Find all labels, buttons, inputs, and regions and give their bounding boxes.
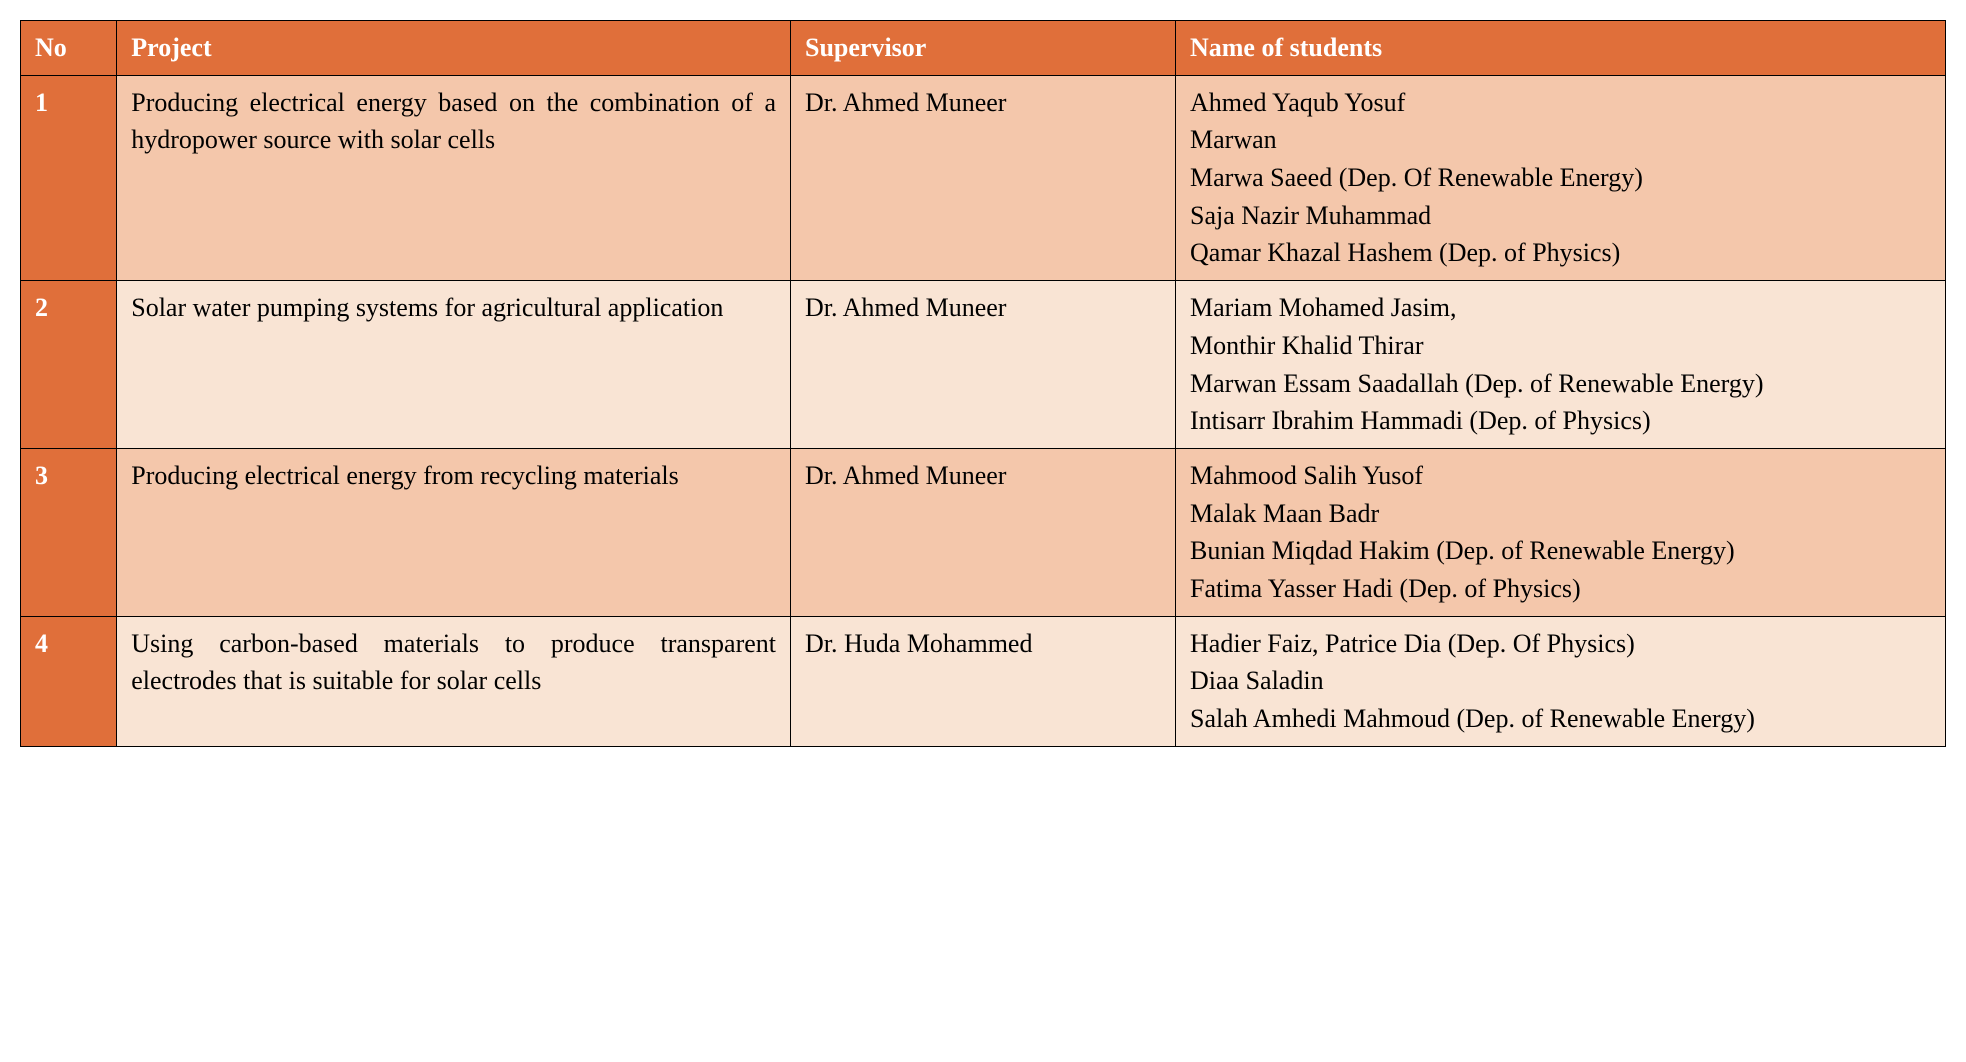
- row-number: 2: [21, 281, 117, 449]
- project-cell: Solar water pumping systems for agricult…: [117, 281, 791, 449]
- student-name: Fatima Yasser Hadi (Dep. of Physics): [1190, 570, 1931, 608]
- row-number: 4: [21, 616, 117, 746]
- student-name: Saja Nazir Muhammad: [1190, 197, 1931, 235]
- projects-table: No Project Supervisor Name of students 1…: [20, 20, 1946, 747]
- project-cell: Producing electrical energy from recycli…: [117, 448, 791, 616]
- project-cell: Using carbon-based materials to produce …: [117, 616, 791, 746]
- row-number: 3: [21, 448, 117, 616]
- student-name: Intisarr Ibrahim Hammadi (Dep. of Physic…: [1190, 402, 1931, 440]
- header-supervisor: Supervisor: [791, 21, 1176, 76]
- table-row: 2Solar water pumping systems for agricul…: [21, 281, 1946, 449]
- students-cell: Hadier Faiz, Patrice Dia (Dep. Of Physic…: [1176, 616, 1946, 746]
- students-cell: Mariam Mohamed Jasim,Monthir Khalid Thir…: [1176, 281, 1946, 449]
- table-row: 1Producing electrical energy based on th…: [21, 75, 1946, 280]
- students-cell: Mahmood Salih YusofMalak Maan BadrBunian…: [1176, 448, 1946, 616]
- student-name: Diaa Saladin: [1190, 662, 1931, 700]
- student-name: Malak Maan Badr: [1190, 495, 1931, 533]
- supervisor-cell: Dr. Huda Mohammed: [791, 616, 1176, 746]
- student-name: Monthir Khalid Thirar: [1190, 327, 1931, 365]
- table-body: 1Producing electrical energy based on th…: [21, 75, 1946, 746]
- header-no: No: [21, 21, 117, 76]
- student-name: Bunian Miqdad Hakim (Dep. of Renewable E…: [1190, 532, 1931, 570]
- student-name: Marwa Saeed (Dep. Of Renewable Energy): [1190, 159, 1931, 197]
- student-name: Marwan Essam Saadallah (Dep. of Renewabl…: [1190, 365, 1931, 403]
- header-students: Name of students: [1176, 21, 1946, 76]
- header-project: Project: [117, 21, 791, 76]
- student-name: Mariam Mohamed Jasim,: [1190, 289, 1931, 327]
- supervisor-cell: Dr. Ahmed Muneer: [791, 448, 1176, 616]
- table-row: 4Using carbon-based materials to produce…: [21, 616, 1946, 746]
- table-header: No Project Supervisor Name of students: [21, 21, 1946, 76]
- student-name: Marwan: [1190, 121, 1931, 159]
- supervisor-cell: Dr. Ahmed Muneer: [791, 75, 1176, 280]
- student-name: Mahmood Salih Yusof: [1190, 457, 1931, 495]
- students-cell: Ahmed Yaqub YosufMarwanMarwa Saeed (Dep.…: [1176, 75, 1946, 280]
- row-number: 1: [21, 75, 117, 280]
- student-name: Ahmed Yaqub Yosuf: [1190, 84, 1931, 122]
- student-name: Salah Amhedi Mahmoud (Dep. of Renewable …: [1190, 700, 1931, 738]
- table-row: 3Producing electrical energy from recycl…: [21, 448, 1946, 616]
- student-name: Qamar Khazal Hashem (Dep. of Physics): [1190, 234, 1931, 272]
- project-cell: Producing electrical energy based on the…: [117, 75, 791, 280]
- supervisor-cell: Dr. Ahmed Muneer: [791, 281, 1176, 449]
- student-name: Hadier Faiz, Patrice Dia (Dep. Of Physic…: [1190, 625, 1931, 663]
